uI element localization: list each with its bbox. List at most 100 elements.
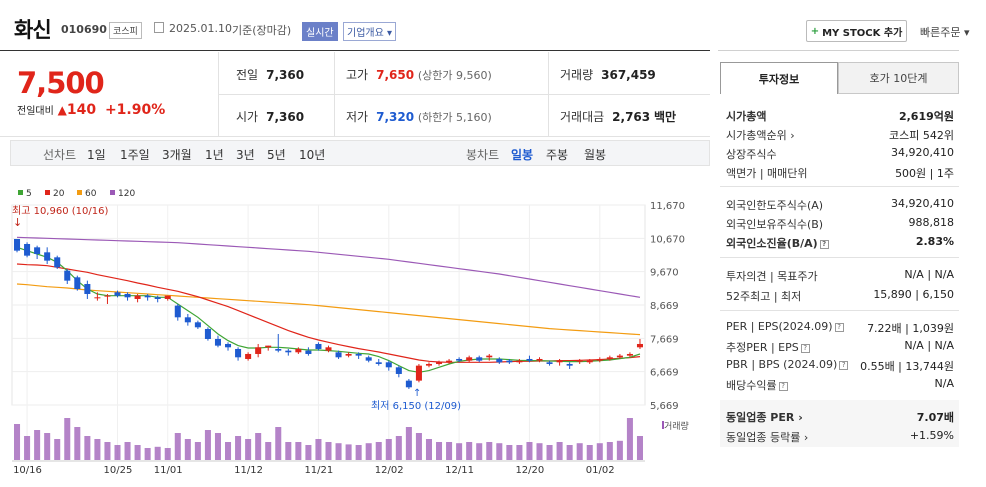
price-change: 전일대비 ▲140 +1.90% — [17, 102, 166, 118]
candle — [114, 292, 121, 296]
volume-bar — [104, 442, 111, 460]
volume-bar — [456, 443, 463, 460]
candle — [194, 322, 201, 328]
market-cap-rank-row[interactable]: 시가총액순위 › 코스피 542위 — [726, 129, 954, 142]
candle — [245, 353, 252, 359]
low-price: 저가 7,320 (하한가 5,160) — [346, 110, 492, 124]
volume-bar — [636, 436, 643, 460]
candle-tab-monthly[interactable]: 월봉 — [584, 148, 607, 162]
volume-bar — [546, 445, 553, 460]
candle — [64, 270, 71, 281]
volume-bar — [626, 418, 633, 460]
candle-tab-weekly[interactable]: 주봉 — [546, 148, 569, 162]
volume-bar — [516, 445, 523, 460]
volume-bar — [94, 439, 101, 460]
company-overview-select[interactable]: 기업개요 ▾ — [343, 22, 397, 41]
low-annotation: 최저 6,150 (12/09) — [371, 400, 461, 412]
volume-bar — [54, 439, 61, 460]
volume-bar — [616, 440, 623, 460]
candle — [626, 353, 633, 356]
candle — [506, 360, 513, 363]
invest-opinion-row: 투자의견 | 목표주가 N/A | N/A — [726, 268, 954, 283]
x-tick-label: 12/02 — [375, 465, 404, 476]
candle — [174, 305, 181, 318]
sector-per-row[interactable]: 동일업종 PER › 7.07배 — [726, 411, 954, 424]
candle-tab-daily[interactable]: 일봉 — [511, 148, 534, 162]
period-tab-3m[interactable]: 3개월 — [162, 148, 192, 162]
candle-chart[interactable]: 5 20 60 120 11,670 10,670 9,670 8,669 7,669 6,66… — [0, 180, 712, 480]
ma60-line — [16, 283, 641, 336]
volume-bar — [24, 436, 31, 460]
help-icon: ? — [800, 343, 810, 353]
period-tab-5y[interactable]: 5년 — [267, 148, 286, 162]
candle — [566, 363, 573, 366]
candle — [315, 343, 322, 349]
candle — [204, 328, 211, 339]
period-tab-3y[interactable]: 3년 — [236, 148, 255, 162]
stock-code: 010690 — [61, 23, 107, 36]
x-tick-label: 01/02 — [586, 465, 615, 476]
volume-bar — [566, 445, 573, 460]
candle — [124, 293, 131, 298]
candle — [415, 365, 422, 381]
legend-swatch — [45, 190, 50, 195]
legend-label: 20 — [53, 189, 65, 199]
sector-change-row[interactable]: 동일업종 등락률 › +1.59% — [726, 429, 954, 444]
x-tick-label: 10/25 — [104, 465, 133, 476]
high-arrow-icon: ↓ — [13, 216, 22, 229]
help-icon: ? — [834, 322, 844, 332]
volume-bar — [506, 445, 513, 460]
period-tab-10y[interactable]: 10년 — [299, 148, 326, 162]
chart-tab-bar — [10, 140, 710, 166]
y-tick-label: 9,670 — [650, 268, 679, 279]
volume-bar — [174, 433, 181, 460]
volume-bar — [496, 443, 503, 460]
candle — [255, 347, 262, 354]
candle — [425, 363, 432, 366]
volume-bar — [285, 442, 292, 460]
volume-bar — [436, 442, 443, 460]
volume-bar — [355, 445, 362, 460]
period-tab-1y[interactable]: 1년 — [205, 148, 224, 162]
realtime-badge[interactable]: 실시간 — [302, 22, 338, 41]
mystock-add-button[interactable]: + MY STOCK 추가 — [806, 20, 907, 42]
volume-bar — [114, 445, 121, 460]
volume-bar — [486, 442, 493, 460]
y-tick-label: 5,669 — [650, 401, 679, 412]
volume-bar — [385, 439, 392, 460]
volume-bar — [84, 436, 91, 460]
52week-row: 52주최고 | 최저 15,890 | 6,150 — [726, 288, 954, 303]
quick-order-link[interactable]: 빠른주문 ▾ — [920, 26, 970, 39]
volume-bar — [586, 445, 593, 460]
volume-bar — [345, 444, 352, 460]
foreign-exhaust-row: 외국인소진율(B/A)? 2.83% — [726, 235, 954, 250]
y-tick-label: 11,670 — [650, 201, 685, 212]
y-tick-label: 7,669 — [650, 334, 679, 345]
candle — [496, 358, 503, 363]
period-tab-1w[interactable]: 1주일 — [120, 148, 150, 162]
candle — [576, 360, 583, 362]
tab-invest-info[interactable]: 투자정보 — [720, 62, 838, 94]
candle — [556, 360, 563, 363]
candle — [94, 297, 101, 299]
tab-orderbook[interactable]: 호가 10단계 — [838, 62, 959, 94]
par-value-row: 액면가 | 매매단위 500원 | 1주 — [726, 167, 954, 180]
volume-bar — [295, 442, 302, 460]
up-arrow-icon: ▲ — [57, 103, 67, 117]
volume-bar — [425, 439, 432, 460]
volume-bar — [124, 442, 131, 460]
candle — [134, 295, 141, 299]
volume-bar — [395, 436, 402, 460]
period-tab-1d[interactable]: 1일 — [87, 148, 106, 162]
high-annotation: 최고 10,960 (10/16) — [12, 205, 108, 217]
candle — [606, 357, 613, 359]
volume-bar — [596, 443, 603, 460]
volume-bar — [265, 442, 272, 460]
candle — [164, 295, 171, 299]
legend-label: 120 — [118, 189, 135, 199]
volume-bar — [184, 439, 191, 460]
current-price: 7,500 — [17, 66, 105, 100]
volume-bar — [275, 427, 282, 460]
ma5-line — [16, 246, 641, 373]
volume-bar — [44, 433, 51, 460]
